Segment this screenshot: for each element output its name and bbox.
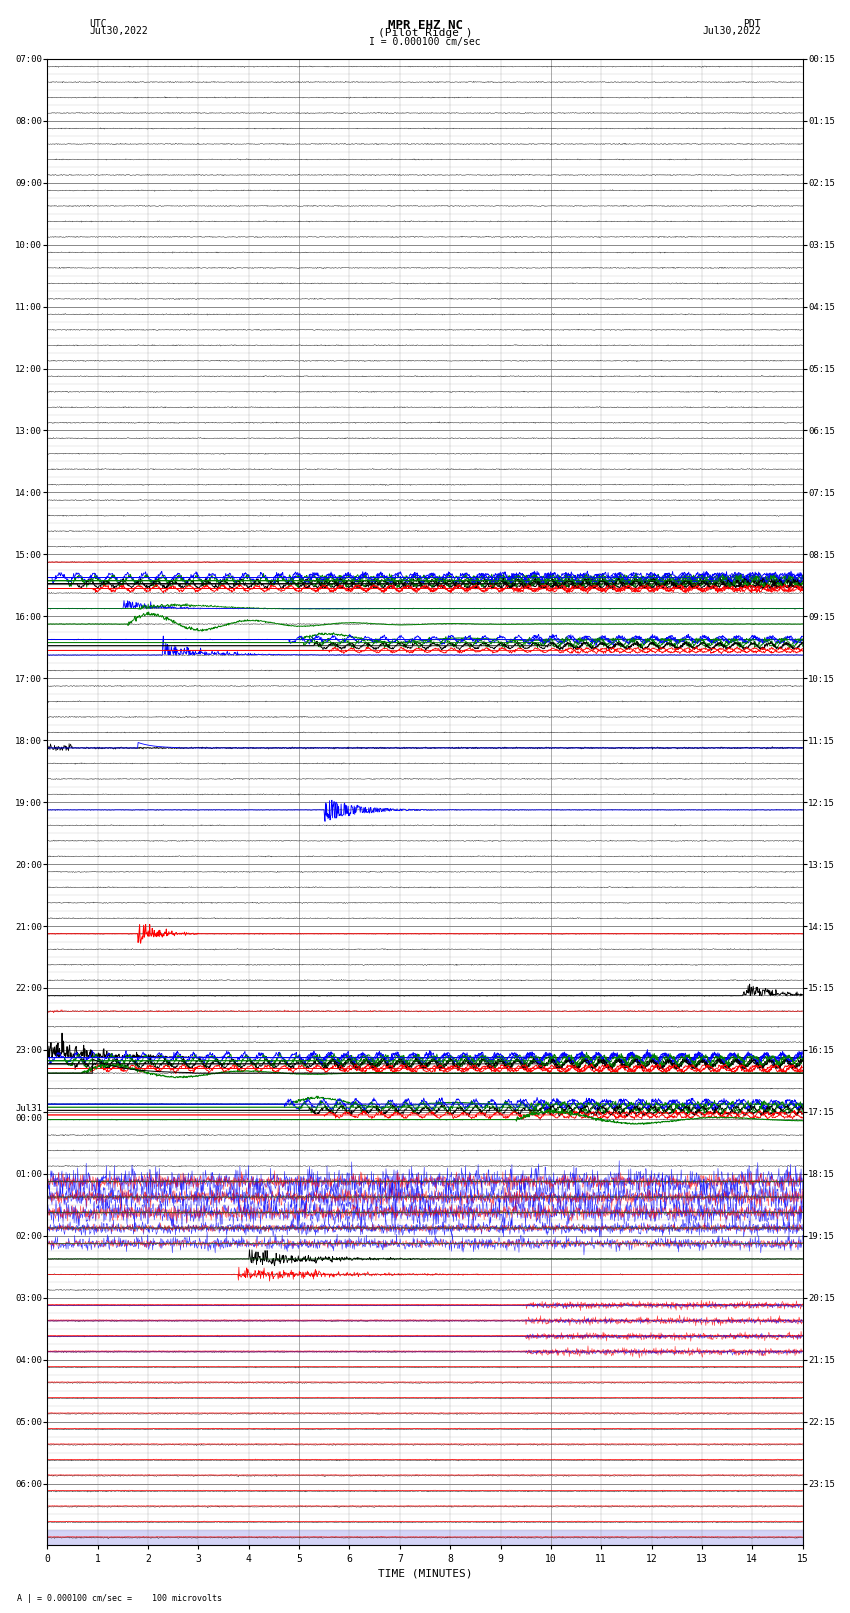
Text: A | = 0.000100 cm/sec =    100 microvolts: A | = 0.000100 cm/sec = 100 microvolts: [17, 1594, 222, 1603]
Text: Jul30,2022: Jul30,2022: [702, 26, 761, 35]
Text: UTC: UTC: [89, 18, 107, 29]
Text: I = 0.000100 cm/sec: I = 0.000100 cm/sec: [369, 37, 481, 47]
Bar: [48, 1531, 802, 1545]
Text: PDT: PDT: [743, 18, 761, 29]
Text: MPR EHZ NC: MPR EHZ NC: [388, 18, 462, 32]
Text: Jul30,2022: Jul30,2022: [89, 26, 148, 35]
X-axis label: TIME (MINUTES): TIME (MINUTES): [377, 1569, 473, 1579]
Text: (Pilot Ridge ): (Pilot Ridge ): [377, 29, 473, 39]
